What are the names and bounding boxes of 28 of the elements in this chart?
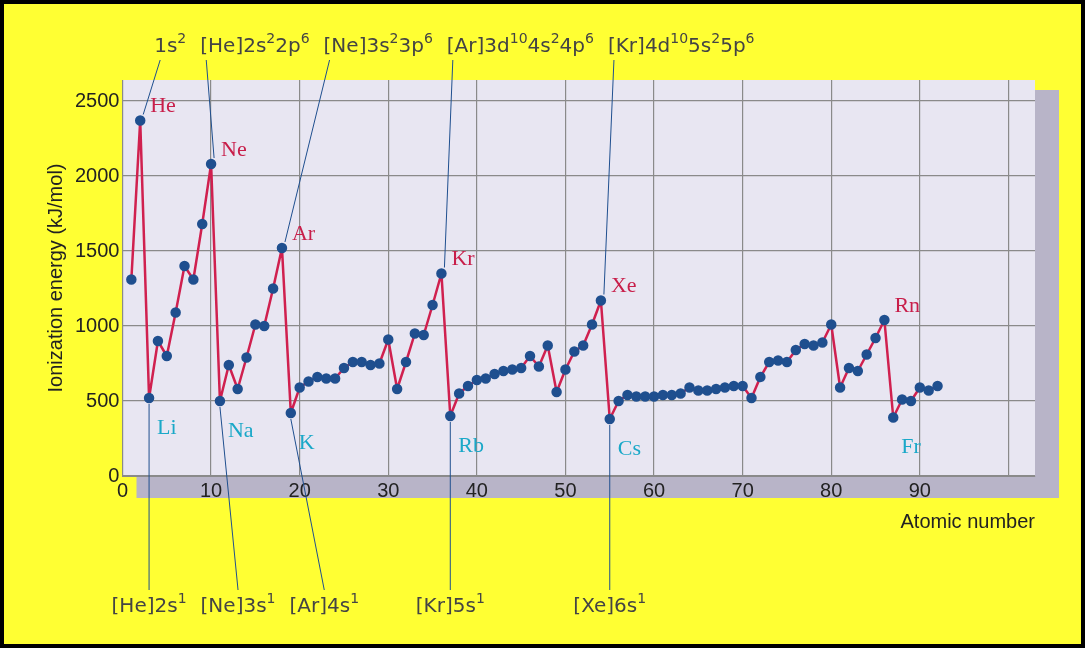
x-tick-label: 90 (908, 478, 931, 501)
annotation: He (150, 92, 176, 118)
y-tick-label: 1500 (74, 238, 120, 261)
y-axis-title: Ionization energy (kJ/mol) (43, 163, 66, 393)
x-tick-label: 50 (554, 478, 577, 501)
annotation: Rn (894, 291, 921, 317)
annotation: Ne (221, 135, 247, 161)
y-tick-label: 2500 (74, 88, 120, 111)
x-tick-label: 60 (642, 478, 666, 501)
x-tick-label: 30 (377, 478, 400, 501)
x-tick-label: 10 (199, 478, 223, 501)
annotation: Rb (458, 431, 484, 457)
annotation: Fr (901, 433, 922, 459)
annotation: Ar (291, 219, 316, 245)
annotation: Kr (451, 245, 476, 271)
x-tick-label: 20 (288, 478, 311, 501)
annotation: Na (227, 416, 254, 442)
y-tick-label: 2000 (74, 163, 120, 186)
annotation: K (298, 428, 315, 454)
y-tick-label: 1000 (74, 313, 120, 336)
x-tick-label: 40 (465, 478, 488, 501)
annotation: Xe (610, 272, 637, 298)
x-tick-label: 70 (731, 478, 754, 501)
x-tick-label: 80 (820, 478, 843, 501)
annotation: Cs (617, 434, 641, 460)
annotation: Li (157, 413, 177, 439)
x-axis-title: Atomic number (900, 509, 1036, 532)
y-tick-label: 500 (86, 388, 120, 411)
